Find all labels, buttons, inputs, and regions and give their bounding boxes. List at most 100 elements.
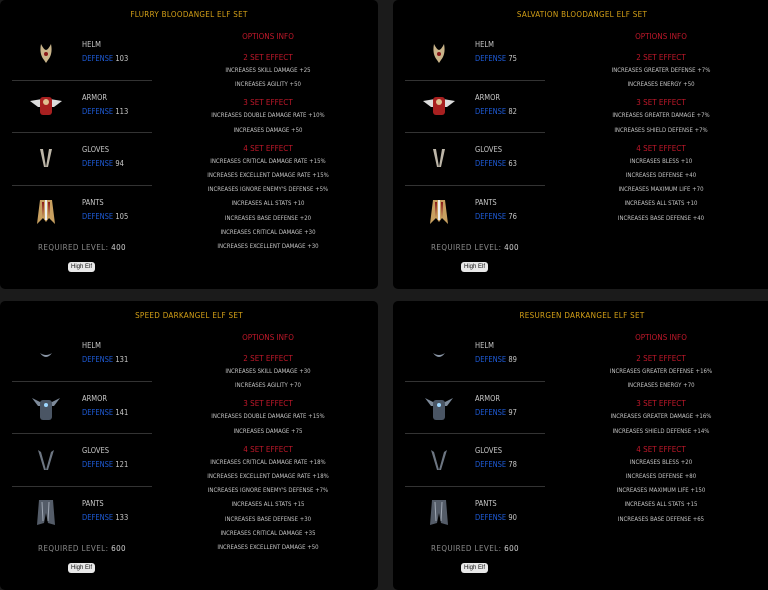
helm-icon bbox=[427, 38, 451, 68]
item-name: GLOVES bbox=[475, 145, 503, 154]
item-row: ARMOR DEFENSE 97 bbox=[405, 382, 545, 434]
defense-value: 103 bbox=[115, 54, 129, 63]
item-defense: DEFENSE 113 bbox=[82, 107, 128, 116]
item-defense: DEFENSE 121 bbox=[82, 460, 128, 469]
options-title: OPTIONS INFO bbox=[635, 333, 687, 342]
item-row: PANTS DEFENSE 105 bbox=[12, 186, 152, 239]
defense-value: 131 bbox=[115, 355, 129, 364]
defense-label: DEFENSE bbox=[82, 211, 114, 221]
defense-value: 63 bbox=[508, 159, 517, 168]
set-effect-line: INCREASES DAMAGE +75 bbox=[233, 427, 303, 435]
item-defense: DEFENSE 78 bbox=[475, 460, 517, 469]
class-badge[interactable]: High Elf bbox=[461, 563, 489, 573]
set-effect-line: INCREASES BASE DEFENSE +40 bbox=[617, 214, 705, 222]
defense-label: DEFENSE bbox=[475, 54, 507, 63]
item-list: HELM DEFENSE 103 ARMOR DEFENSE 113 GLOVE… bbox=[12, 28, 152, 238]
set-effect-line: INCREASES SKILL DAMAGE +25 bbox=[225, 67, 311, 74]
set-effect-line: INCREASES MAXIMUM LIFE +70 bbox=[618, 186, 704, 194]
item-list: HELM DEFENSE 131 ARMOR DEFENSE 141 GLOVE… bbox=[12, 329, 152, 539]
pants-icon bbox=[427, 497, 451, 527]
required-level-label: REQUIRED LEVEL: bbox=[37, 243, 109, 252]
gloves-icon bbox=[427, 143, 451, 173]
item-list: HELM DEFENSE 75 ARMOR DEFENSE 82 GLOVES … bbox=[405, 28, 545, 238]
item-name: ARMOR bbox=[82, 92, 108, 102]
set-effect-line: INCREASES EXCELLENT DAMAGE RATE +15% bbox=[207, 172, 329, 180]
item-name: GLOVES bbox=[82, 446, 110, 455]
set-effect-title: 2 SET EFFECT bbox=[636, 354, 686, 363]
item-row: ARMOR DEFENSE 82 bbox=[405, 81, 545, 133]
item-defense: DEFENSE 103 bbox=[82, 54, 128, 63]
item-name: HELM bbox=[475, 341, 494, 350]
gloves-icon bbox=[427, 444, 451, 474]
defense-value: 78 bbox=[508, 460, 517, 469]
set-panel: FLURRY BLOODANGEL ELF SET HELM DEFENSE 1… bbox=[0, 0, 378, 289]
set-panel: SPEED DARKANGEL ELF SET HELM DEFENSE 131… bbox=[0, 301, 378, 590]
set-effect-line: INCREASES ALL STATS +15 bbox=[231, 501, 305, 509]
defense-label: DEFENSE bbox=[475, 355, 507, 364]
set-title: RESURGEN DARKANGEL ELF SET bbox=[519, 311, 645, 320]
defense-label: DEFENSE bbox=[82, 512, 114, 522]
class-badge[interactable]: High Elf bbox=[461, 262, 489, 272]
options-title: OPTIONS INFO bbox=[635, 32, 687, 41]
set-effect-title: 4 SET EFFECT bbox=[636, 444, 686, 454]
helm-icon bbox=[34, 339, 58, 369]
set-effect-line: INCREASES BLESS +10 bbox=[629, 157, 693, 165]
class-badge[interactable]: High Elf bbox=[68, 262, 96, 272]
set-effect-line: INCREASES BASE DEFENSE +20 bbox=[224, 214, 312, 222]
set-effect-line: INCREASES IGNORE ENEMY'S DEFENSE +7% bbox=[207, 487, 329, 495]
set-effect-line: INCREASES AGILITY +70 bbox=[235, 382, 301, 390]
required-level-value: 400 bbox=[111, 243, 127, 252]
required-level-value: 600 bbox=[111, 544, 127, 553]
defense-value: 141 bbox=[115, 407, 129, 417]
defense-value: 94 bbox=[115, 159, 124, 168]
set-effect-title: 2 SET EFFECT bbox=[636, 53, 686, 62]
item-row: PANTS DEFENSE 90 bbox=[405, 487, 545, 540]
required-level-label: REQUIRED LEVEL: bbox=[430, 544, 502, 553]
item-row: HELM DEFENSE 103 bbox=[12, 28, 152, 81]
item-defense: DEFENSE 76 bbox=[475, 212, 517, 221]
set-title: SPEED DARKANGEL ELF SET bbox=[135, 311, 243, 320]
defense-label: DEFENSE bbox=[82, 54, 114, 63]
set-effect-line: INCREASES ALL STATS +10 bbox=[231, 200, 305, 208]
set-title: FLURRY BLOODANGEL ELF SET bbox=[130, 10, 248, 19]
defense-value: 82 bbox=[508, 106, 517, 116]
item-row: ARMOR DEFENSE 113 bbox=[12, 81, 152, 133]
required-level: REQUIRED LEVEL: 600 bbox=[405, 544, 545, 553]
item-row: GLOVES DEFENSE 94 bbox=[12, 133, 152, 186]
set-effect-line: INCREASES DAMAGE +50 bbox=[233, 126, 303, 134]
set-effect-title: 3 SET EFFECT bbox=[636, 98, 686, 108]
defense-value: 89 bbox=[508, 355, 517, 364]
set-effect-line: INCREASES CRITICAL DAMAGE RATE +15% bbox=[210, 157, 326, 165]
defense-label: DEFENSE bbox=[475, 512, 507, 522]
pants-icon bbox=[34, 196, 58, 226]
item-name: ARMOR bbox=[475, 92, 501, 102]
set-effect-title: 4 SET EFFECT bbox=[636, 143, 686, 153]
item-name: GLOVES bbox=[82, 145, 110, 154]
required-level-value: 600 bbox=[504, 544, 520, 553]
options-info: OPTIONS INFO 2 SET EFFECT INCREASES SKILL … bbox=[160, 332, 376, 555]
defense-value: 133 bbox=[115, 512, 129, 522]
class-badge[interactable]: High Elf bbox=[68, 563, 96, 573]
set-effect-title: 3 SET EFFECT bbox=[636, 399, 686, 409]
gloves-icon bbox=[34, 143, 58, 173]
set-effect-line: INCREASES GREATER DEFENSE +16% bbox=[609, 368, 713, 375]
set-effect-line: INCREASES CRITICAL DAMAGE +30 bbox=[220, 228, 316, 236]
set-panel: RESURGEN DARKANGEL ELF SET HELM DEFENSE … bbox=[393, 301, 768, 590]
item-row: HELM DEFENSE 89 bbox=[405, 329, 545, 382]
item-row: ARMOR DEFENSE 141 bbox=[12, 382, 152, 434]
set-effect-title: 3 SET EFFECT bbox=[243, 98, 293, 108]
item-row: GLOVES DEFENSE 78 bbox=[405, 434, 545, 487]
item-name: ARMOR bbox=[475, 393, 501, 403]
item-row: PANTS DEFENSE 133 bbox=[12, 487, 152, 540]
set-effect-line: INCREASES MAXIMUM LIFE +150 bbox=[616, 487, 706, 495]
defense-value: 76 bbox=[508, 211, 517, 221]
set-effect-line: INCREASES AGILITY +50 bbox=[235, 81, 301, 89]
options-info: OPTIONS INFO 2 SET EFFECT INCREASES SKILL … bbox=[160, 31, 376, 254]
pants-icon bbox=[34, 497, 58, 527]
set-effect-title: 4 SET EFFECT bbox=[243, 143, 293, 153]
set-effect-line: INCREASES SKILL DAMAGE +30 bbox=[225, 368, 311, 375]
set-effect-line: INCREASES DOUBLE DAMAGE RATE +15% bbox=[211, 413, 325, 421]
set-effect-line: INCREASES EXCELLENT DAMAGE +50 bbox=[217, 544, 319, 552]
item-defense: DEFENSE 82 bbox=[475, 107, 517, 116]
defense-label: DEFENSE bbox=[475, 211, 507, 221]
